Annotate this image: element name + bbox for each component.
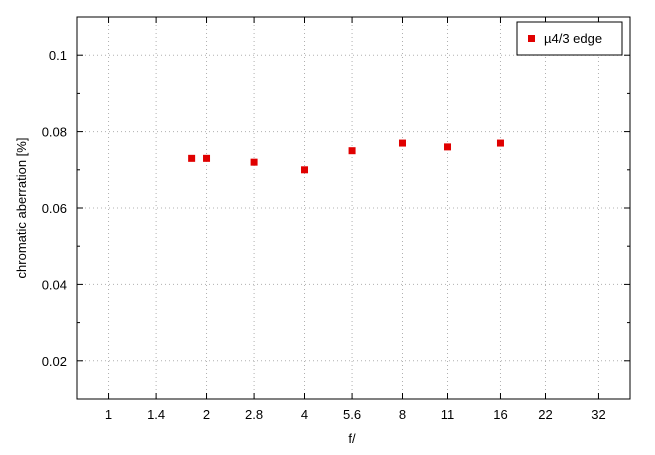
x-tick-label-10: 32 [591,407,605,422]
data-point-7 [496,139,504,147]
x-tick-label-7: 11 [441,407,455,422]
y-tick-label-1: 0.04 [42,277,67,292]
x-tick-label-2: 2 [203,407,210,422]
x-tick-label-8: 16 [493,407,507,422]
data-point-1 [203,154,211,162]
x-tick-label-1: 1.4 [147,407,165,422]
x-tick-label-4: 4 [301,407,308,422]
data-point-2 [250,158,258,166]
y-tick-label-4: 0.1 [49,48,67,63]
data-point-5 [398,139,406,147]
y-tick-labels: 0.02 0.04 0.06 0.08 0.1 [42,48,67,369]
legend: µ4/3 edge [516,21,623,56]
y-tick-label-0: 0.02 [42,354,67,369]
y-tick-label-2: 0.06 [42,201,67,216]
x-tick-label-0: 1 [105,407,112,422]
data-points [188,139,504,174]
data-point-0 [188,154,196,162]
x-tick-label-5: 5.6 [343,407,361,422]
legend-marker [528,35,535,42]
x-axis-label: f/ [348,431,356,446]
legend-label: µ4/3 edge [544,31,602,46]
x-tick-label-9: 22 [538,407,552,422]
axis-ticks [77,17,630,400]
x-tick-label-6: 8 [399,407,406,422]
x-tick-label-3: 2.8 [245,407,263,422]
y-axis-label: chromatic aberration [%] [14,138,29,279]
x-tick-labels: 1 1.4 2 2.8 4 5.6 8 11 16 22 32 [105,407,606,422]
data-point-6 [444,143,452,151]
data-point-4 [348,147,356,155]
legend-box [516,21,623,56]
y-tick-label-3: 0.08 [42,125,67,140]
data-point-3 [301,166,309,174]
grid-lines [77,17,630,399]
